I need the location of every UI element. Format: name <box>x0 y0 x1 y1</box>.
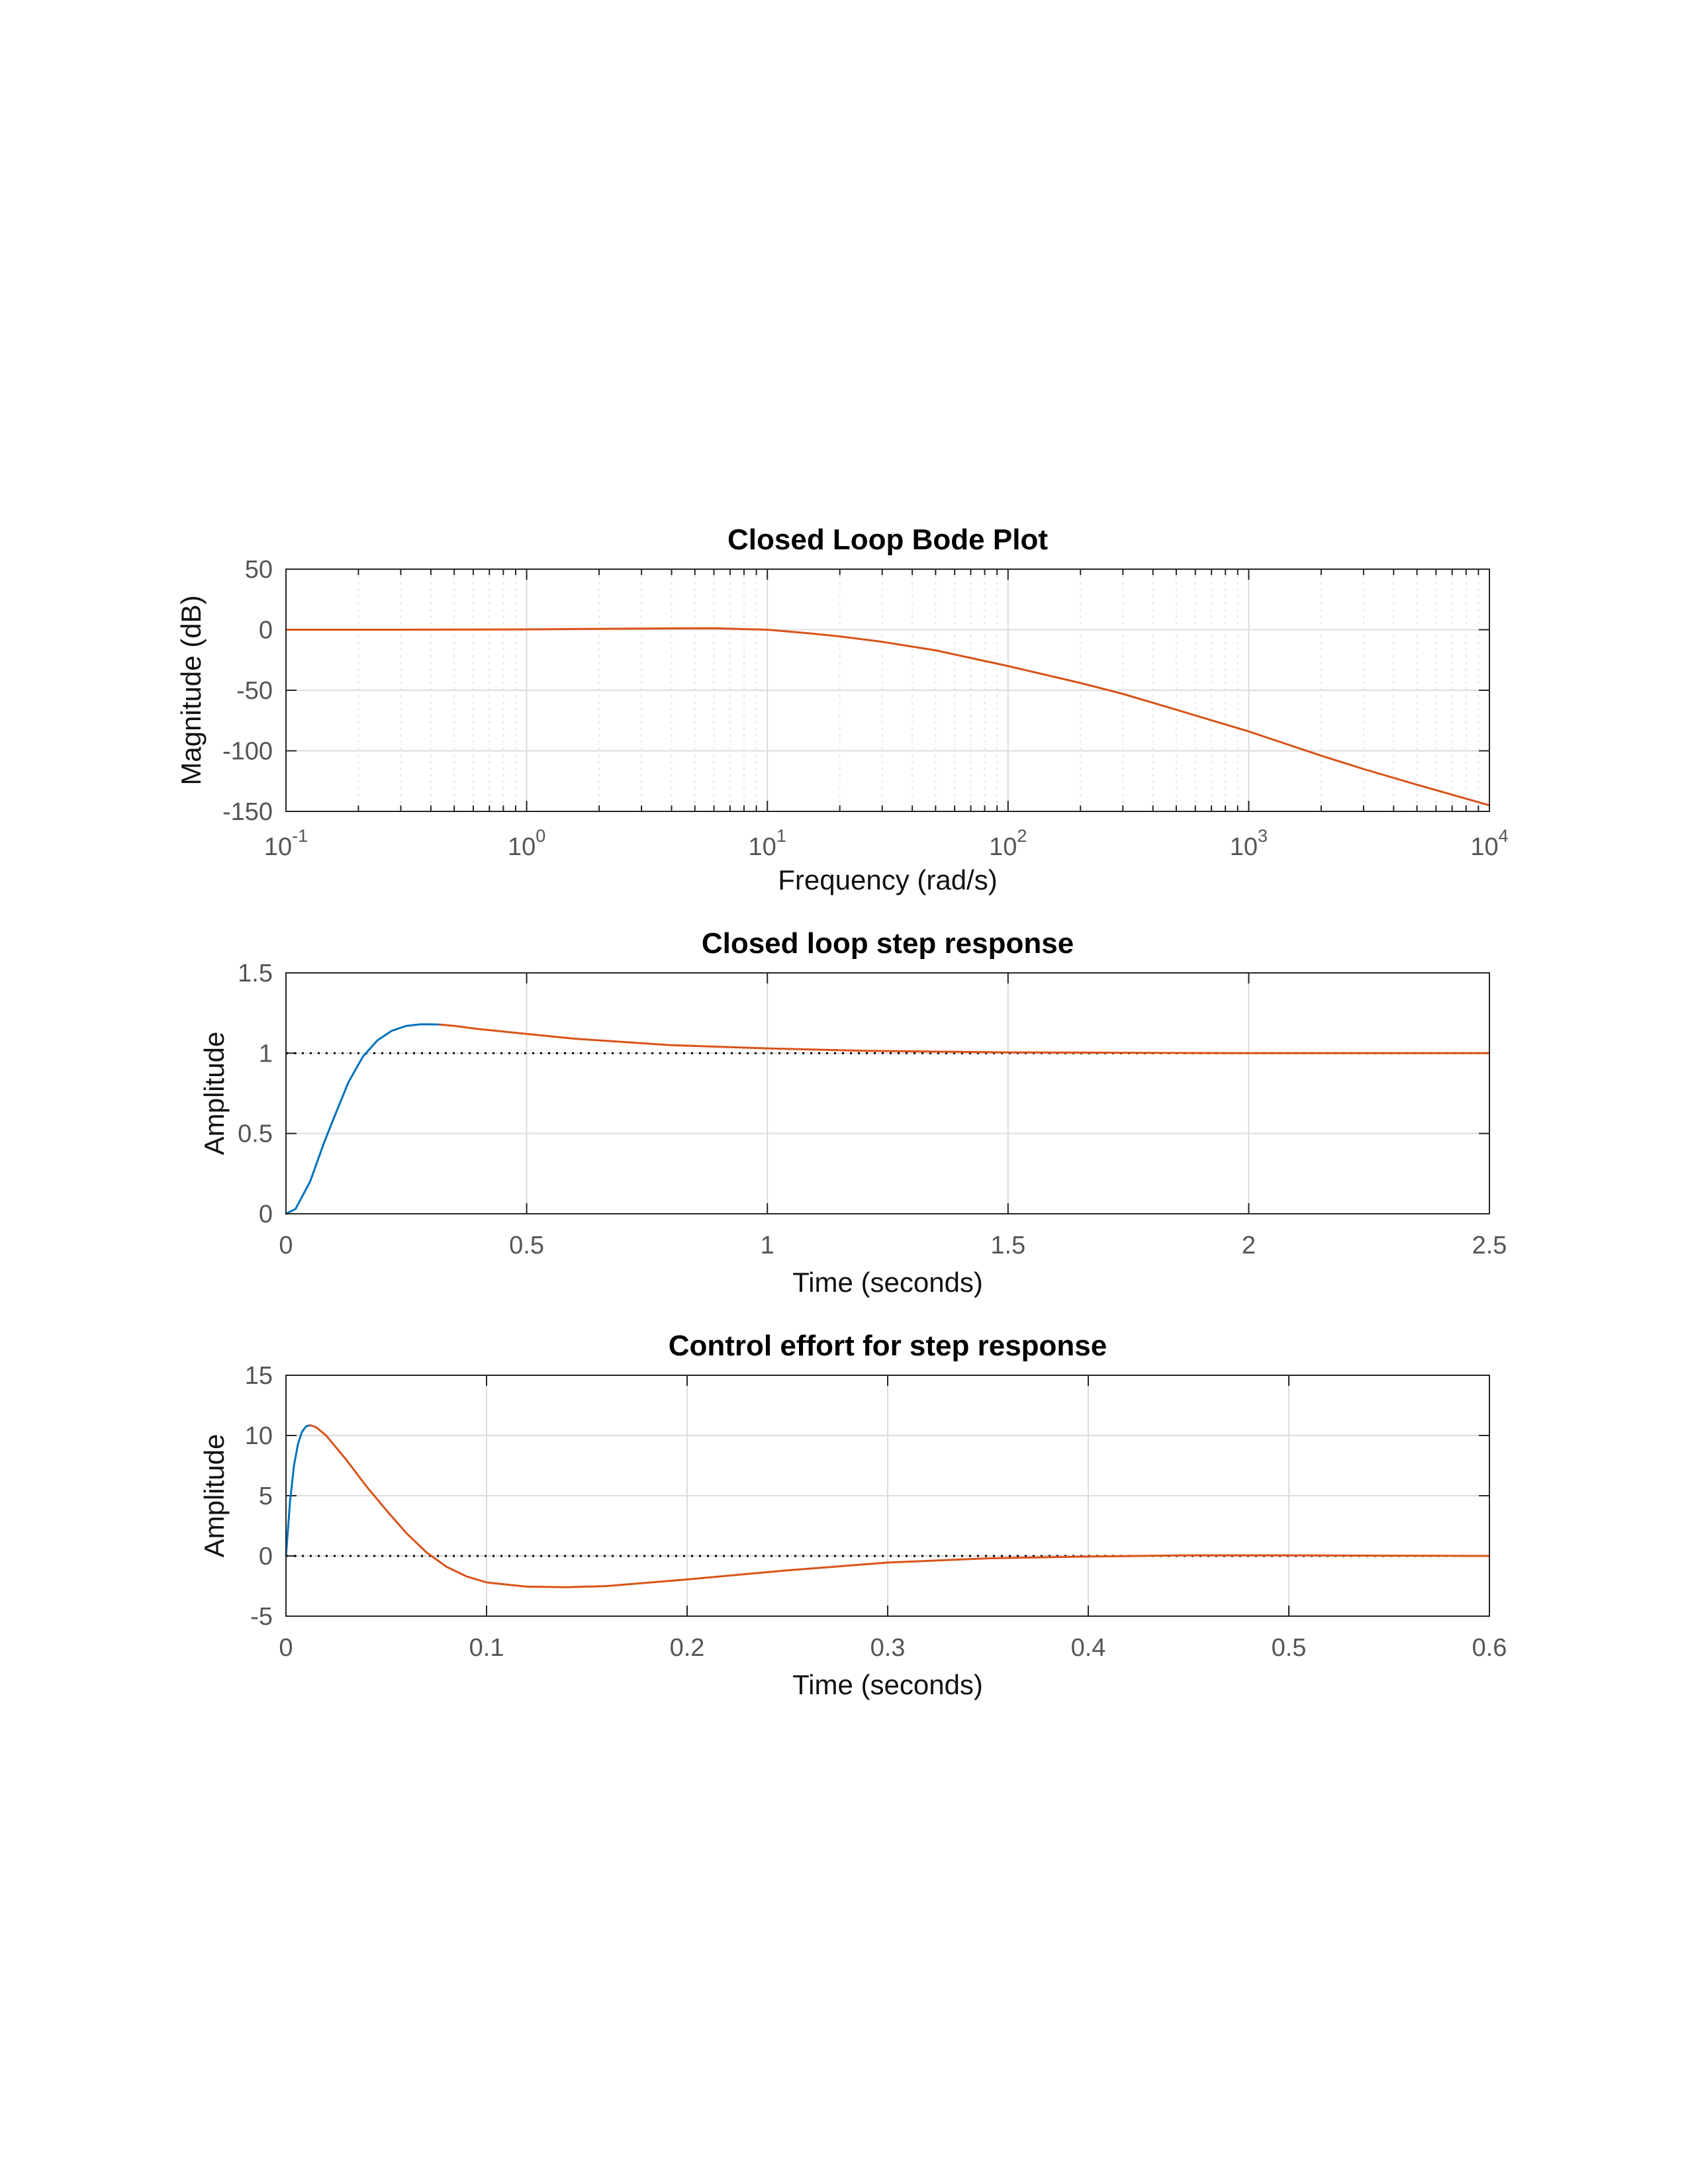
chart-1-y-tick-label: -150 <box>222 798 273 826</box>
chart-2-series-1-line <box>285 1023 442 1215</box>
chart-1-x-tick-label: 100 <box>508 826 545 861</box>
chart-2-y-axis-label: Amplitude <box>199 1032 230 1156</box>
chart-3-x-tick-label: 0.3 <box>870 1634 906 1662</box>
chart-2-y-tick-label: 0 <box>259 1201 273 1228</box>
chart-2-x-tick-label: 0.5 <box>509 1232 544 1259</box>
chart-3-x-tick-label: 0.6 <box>1472 1634 1507 1662</box>
chart-3-title: Control effort for step response <box>669 1330 1107 1362</box>
chart-2-x-tick-label: 2.5 <box>1472 1232 1507 1259</box>
chart-3-x-tick-label: 0.4 <box>1071 1634 1106 1662</box>
chart-1-x-tick-label: 104 <box>1470 826 1508 861</box>
chart-3-x-tick-label: 0.5 <box>1272 1634 1307 1662</box>
chart-1-x-tick-label: 103 <box>1230 826 1268 861</box>
chart-1-x-tick-label: 102 <box>989 826 1027 861</box>
chart-2-x-tick-label: 2 <box>1242 1232 1256 1259</box>
chart-3-y-tick-label: 10 <box>245 1422 273 1450</box>
chart-1-y-tick-label: -100 <box>222 738 273 766</box>
chart-1-axes-frame <box>285 569 1490 812</box>
chart-3-x-tick-label: 0.2 <box>670 1634 705 1662</box>
chart-2-y-tick-label: 1 <box>259 1040 273 1068</box>
chart-2-axes-frame <box>285 972 1490 1214</box>
chart-1-x-axis-label: Frequency (rad/s) <box>778 864 997 895</box>
chart-1-y-tick-label: -50 <box>236 677 273 705</box>
chart-1-x-tick-label: 10-1 <box>264 826 308 861</box>
chart-1-y-tick-label: 50 <box>245 556 273 584</box>
chart-1-y-tick-label: 0 <box>259 617 273 645</box>
chart-2-y-tick-label: 1.5 <box>238 960 273 987</box>
chart-1-x-tick-label: 101 <box>749 826 786 861</box>
chart-3-y-axis-label: Amplitude <box>199 1434 230 1558</box>
chart-3-x-tick-label: 0 <box>279 1634 293 1662</box>
chart-2-x-tick-label: 1.5 <box>990 1232 1025 1259</box>
chart-2: 0 0.5 1 1.5 2 2.5 1.5 1 0.5 0 Closed loop step res… <box>199 927 1507 1298</box>
chart-2-x-axis-label: Time (seconds) <box>792 1267 983 1298</box>
chart-2-title: Closed loop step response <box>702 927 1074 960</box>
chart-2-x-tick-label: 1 <box>761 1232 774 1259</box>
chart-3-series-1-line <box>285 1424 311 1557</box>
chart-2-y-tick-label: 0.5 <box>238 1120 273 1148</box>
chart-1-series-1-line <box>285 627 1491 807</box>
chart-3-y-tick-label: 0 <box>259 1543 273 1570</box>
chart-3-y-tick-label: -5 <box>250 1603 273 1631</box>
chart-3-x-axis-label: Time (seconds) <box>792 1669 983 1700</box>
chart-3-y-tick-label: 15 <box>245 1362 273 1390</box>
chart-1-y-axis-label: Magnitude (dB) <box>175 595 207 785</box>
chart-1: 10-1 100 101 102 103 104 50 0 -50 -100 -150 Closed … <box>175 523 1509 895</box>
chart-3-series-2-line <box>308 1424 1491 1588</box>
chart-2-series-2-line <box>439 1023 1491 1054</box>
chart-3-x-tick-label: 0.1 <box>469 1634 504 1662</box>
chart-2-x-tick-label: 0 <box>279 1232 293 1259</box>
chart-3-y-tick-label: 5 <box>259 1482 273 1510</box>
chart-1-title: Closed Loop Bode Plot <box>727 523 1048 556</box>
chart-3-axes-frame <box>285 1375 1490 1617</box>
